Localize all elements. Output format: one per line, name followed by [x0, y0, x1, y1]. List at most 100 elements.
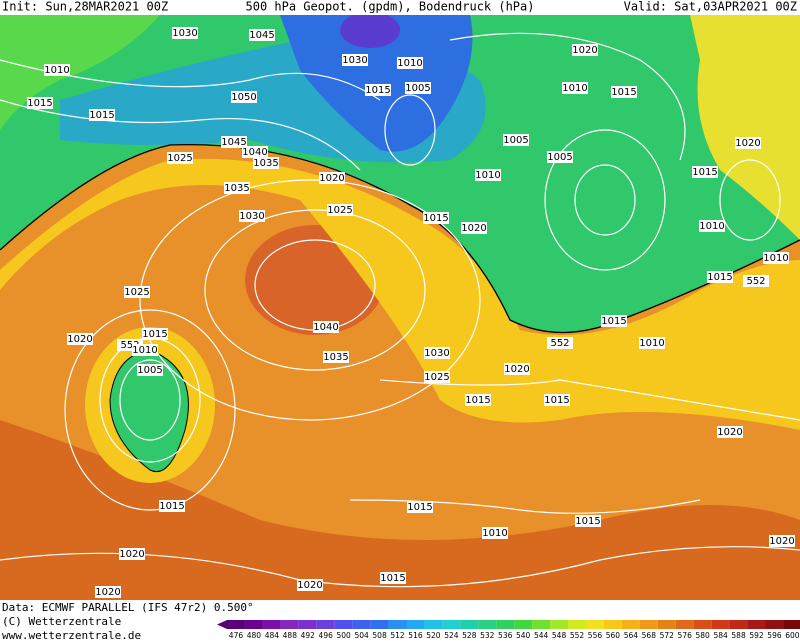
isobar-label: 1015: [142, 329, 167, 340]
colorbar-label: 480: [247, 631, 262, 640]
label-box: [424, 347, 450, 359]
colorbar-swatch: [693, 620, 712, 629]
isobar-label: 1010: [475, 170, 500, 181]
isobar-label: 1050: [231, 92, 256, 103]
blue-field: [280, 15, 473, 152]
label-box: [461, 222, 487, 234]
label-box: [365, 84, 391, 96]
label-box: [142, 328, 168, 340]
label-box: [397, 57, 423, 69]
colorbar-swatch: [460, 620, 479, 629]
colorbar-swatch: [334, 620, 353, 629]
colorbar-label: 540: [516, 631, 531, 640]
colorbar-label: 516: [408, 631, 423, 640]
isobar-label: 1015: [601, 316, 626, 327]
label-box: [547, 151, 573, 163]
colorbar-swatch: [478, 620, 497, 629]
colorbar-swatch: [621, 620, 640, 629]
label-box: [601, 315, 627, 327]
colorbar-swatch: [783, 620, 800, 629]
isobar-label: 1020: [769, 536, 794, 547]
colorbar-swatch: [442, 620, 461, 629]
colorbar-label: 508: [372, 631, 387, 640]
colorbar-label: 548: [552, 631, 567, 640]
colorbar-swatch: [388, 620, 407, 629]
isobar-label: 1015: [465, 395, 490, 406]
isobar-label: 1025: [167, 153, 192, 164]
label-box: [239, 210, 265, 222]
colorbar-label: 596: [767, 631, 782, 640]
colorbar-label: 496: [319, 631, 334, 640]
colorbar-swatch: [316, 620, 335, 629]
colorbar-label: 556: [588, 631, 603, 640]
isobar-label: 1045: [249, 30, 274, 41]
isobar-label: 1020: [119, 549, 144, 560]
contour-552: [0, 143, 800, 334]
isobar-label: 1020: [95, 587, 120, 598]
colorbar-swatch: [370, 620, 389, 629]
colorbar-swatch: [424, 620, 443, 629]
copyright: (C) Wetterzentrale: [2, 615, 121, 628]
colorbar-swatch: [747, 620, 766, 629]
label-box: [717, 426, 743, 438]
label-box: [769, 535, 795, 547]
colorbar-label: 572: [660, 631, 675, 640]
isobar-label: 552: [746, 276, 765, 287]
label-box: [611, 86, 637, 98]
label-box: [547, 337, 573, 349]
isobar-label: 552: [550, 338, 569, 349]
label-box: [253, 157, 279, 169]
colorbar-swatch: [711, 620, 730, 629]
label-box: [319, 172, 345, 184]
isobar-label: 1020: [297, 580, 322, 591]
map-field: 1030 1045 1010 1015 1050 1015 1030 1010 1015 1005…: [0, 15, 800, 600]
colorbar-label: 536: [498, 631, 513, 640]
label-box: [424, 371, 450, 383]
low-core: [340, 15, 400, 48]
isobar-label: 1015: [380, 573, 405, 584]
isobar-label: 1005: [547, 152, 572, 163]
colorbar-swatch: [765, 620, 784, 629]
isobar-label: 1025: [424, 372, 449, 383]
nw-green: [0, 15, 160, 130]
colorbar-end: [217, 620, 227, 629]
isobar-label: 1010: [44, 65, 69, 76]
colorbar-label: 524: [444, 631, 459, 640]
label-box: [763, 252, 789, 264]
colorbar-label: 592: [749, 631, 764, 640]
label-box: [639, 337, 665, 349]
isobar-label: 1015: [407, 502, 432, 513]
label-box: [124, 286, 150, 298]
label-box: [562, 82, 588, 94]
colorbar-label: 512: [390, 631, 405, 640]
colorbar-label: 576: [678, 631, 693, 640]
label-box: [95, 586, 121, 598]
label-box: [423, 212, 449, 224]
isobar-label: 1005: [405, 83, 430, 94]
label-box: [132, 344, 158, 356]
isobar-label: 1020: [572, 45, 597, 56]
label-box: [544, 394, 570, 406]
isobar-label: 1010: [397, 58, 422, 69]
east-yellow: [690, 15, 800, 240]
isobar-label: 1015: [365, 85, 390, 96]
colorbar-swatch: [352, 620, 371, 629]
colorbar-label: 588: [731, 631, 746, 640]
label-box: [575, 515, 601, 527]
isobar-label: 1010: [699, 221, 724, 232]
isobar-label: 1010: [132, 345, 157, 356]
isobar-label: 1025: [327, 205, 352, 216]
data-source: Data: ECMWF PARALLEL (IFS 47r2) 0.500°: [2, 601, 254, 614]
label-box: [405, 82, 431, 94]
label-box: [504, 363, 530, 375]
colorbar: 476 480 484 488 492 496 500 504 508 512 516 520 524 5…: [217, 620, 800, 640]
label-box: [172, 27, 198, 39]
label-box: [407, 501, 433, 513]
isobar-label: 1040: [242, 147, 267, 158]
label-box: [572, 44, 598, 56]
isobar-label: 1020: [735, 138, 760, 149]
label-box: [380, 572, 406, 584]
label-box: [167, 152, 193, 164]
isobar-label: 1035: [253, 158, 278, 169]
isobar-label: 1045: [221, 137, 246, 148]
